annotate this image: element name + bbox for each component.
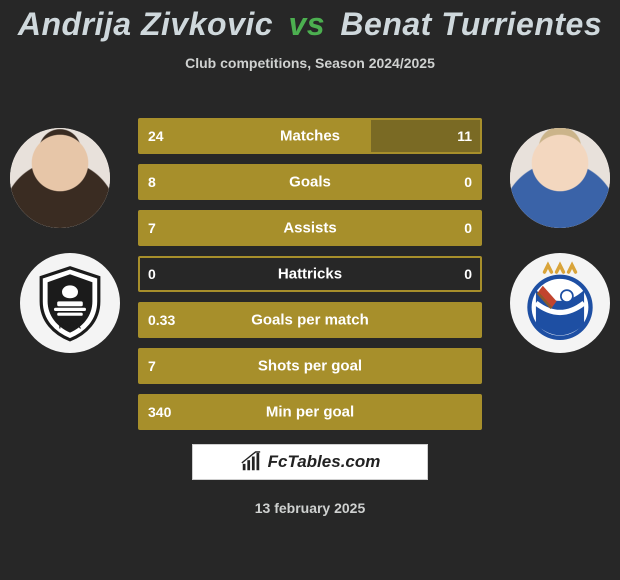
player1-name: Andrija Zivkovic [18,6,273,42]
stat-row: 0.33Goals per match [138,302,482,338]
stat-row: 00Hattricks [138,256,482,292]
stat-row: 2411Matches [138,118,482,154]
brand-label: FcTables.com [268,452,381,472]
comparison-title: Andrija Zivkovic vs Benat Turrientes [0,0,620,43]
stats-panel: 2411Matches 80Goals 70Assists 00Hattricks 0.… [138,118,482,440]
vs-label: vs [288,6,325,42]
stat-row: 7Shots per goal [138,348,482,384]
stat-label: Goals per match [140,312,480,329]
player2-club-logo [510,253,610,353]
brand-box: FcTables.com [192,444,428,480]
date-label: 13 february 2025 [0,500,620,516]
player2-name: Benat Turrientes [340,6,602,42]
stat-label: Matches [140,128,480,145]
stat-row: 70Assists [138,210,482,246]
stat-row: 340Min per goal [138,394,482,430]
stat-label: Assists [140,220,480,237]
player2-avatar [510,128,610,228]
player1-avatar [10,128,110,228]
stat-label: Shots per goal [140,358,480,375]
chart-icon [240,451,262,473]
stat-label: Hattricks [140,266,480,283]
player1-club-logo: PAOK [20,253,120,353]
subtitle: Club competitions, Season 2024/2025 [0,55,620,71]
stat-row: 80Goals [138,164,482,200]
svg-text:PAOK: PAOK [59,322,82,331]
stat-label: Min per goal [140,404,480,421]
stat-label: Goals [140,174,480,191]
